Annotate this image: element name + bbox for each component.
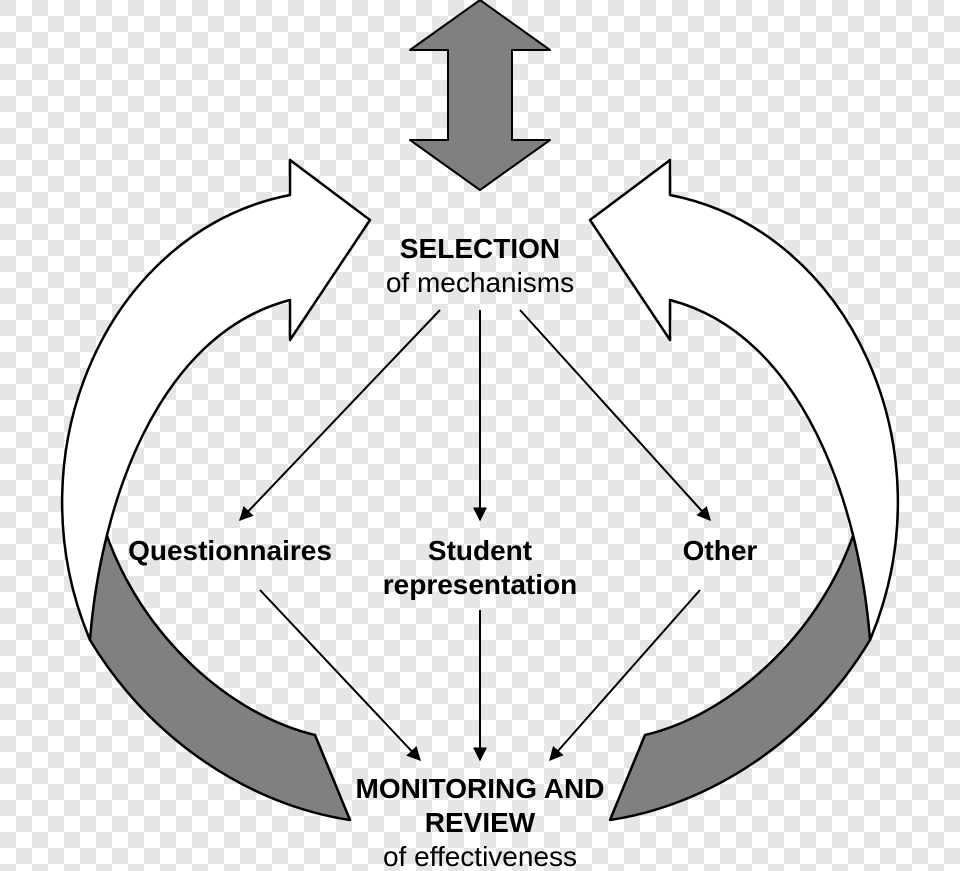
- node-monitoring-line-2: of effectiveness: [383, 841, 577, 871]
- node-selection-line-0: SELECTION: [400, 233, 560, 264]
- node-questionnaires-line-0: Questionnaires: [128, 535, 332, 566]
- node-monitoring-line-0: MONITORING AND: [356, 773, 605, 804]
- node-other: Other: [683, 535, 758, 566]
- node-monitoring-line-1: REVIEW: [425, 807, 536, 838]
- node-other-line-0: Other: [683, 535, 758, 566]
- node-student_rep-line-1: representation: [383, 569, 578, 600]
- node-questionnaires: Questionnaires: [128, 535, 332, 566]
- node-selection-line-1: of mechanisms: [386, 267, 574, 298]
- node-student_rep-line-0: Student: [428, 535, 532, 566]
